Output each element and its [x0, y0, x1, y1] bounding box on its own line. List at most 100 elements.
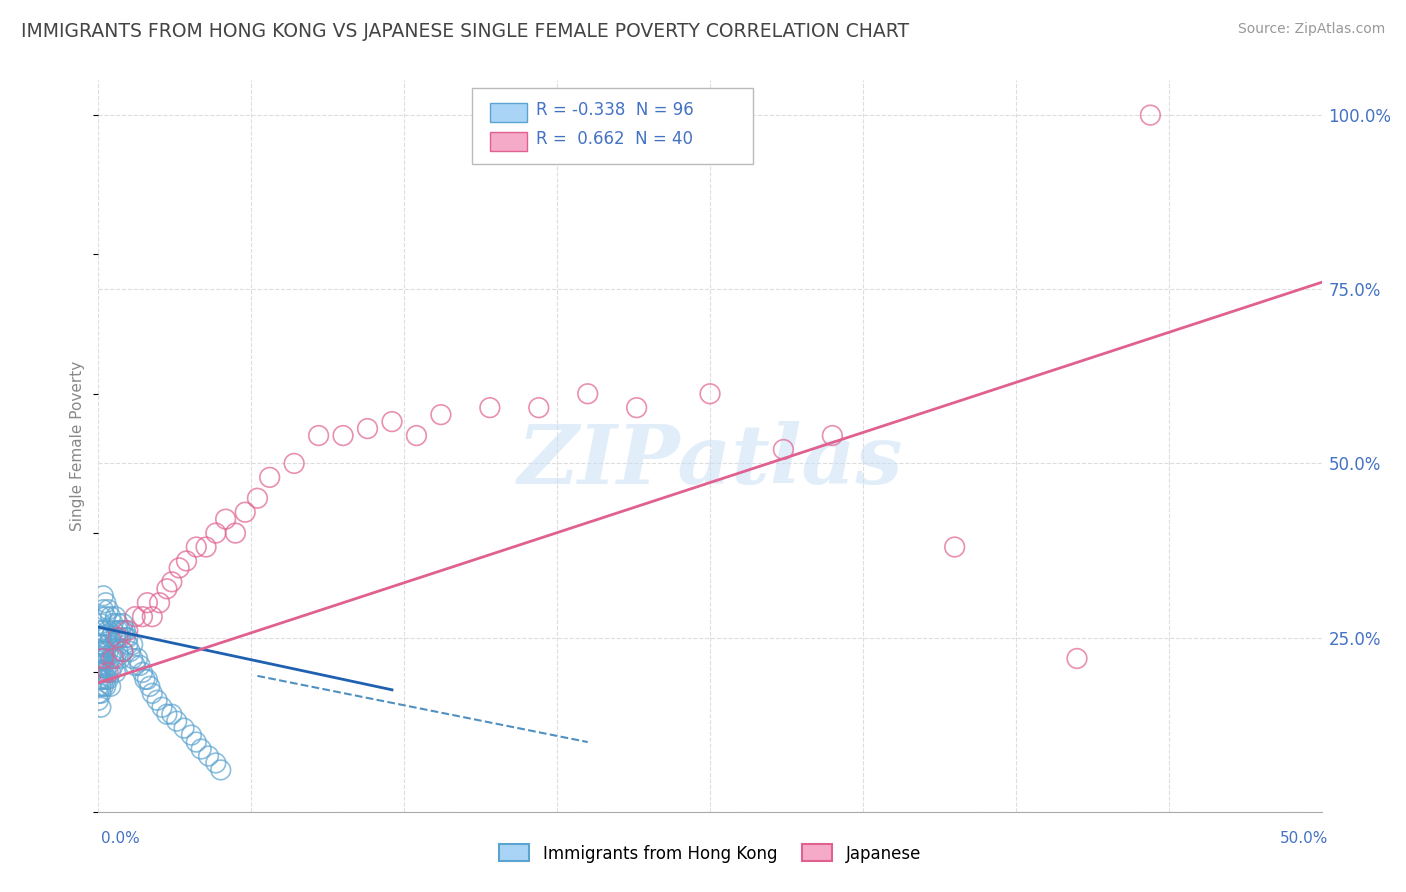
Point — [626, 401, 648, 415]
Text: IMMIGRANTS FROM HONG KONG VS JAPANESE SINGLE FEMALE POVERTY CORRELATION CHART: IMMIGRANTS FROM HONG KONG VS JAPANESE SI… — [21, 22, 910, 41]
Point — [87, 658, 110, 673]
Text: R = -0.338  N = 96: R = -0.338 N = 96 — [536, 101, 695, 119]
Point — [91, 624, 114, 638]
Point — [160, 574, 183, 589]
Point — [224, 526, 246, 541]
Point — [107, 644, 129, 658]
Point — [186, 735, 208, 749]
Point — [91, 603, 114, 617]
Point — [197, 749, 219, 764]
Point — [91, 589, 114, 603]
Point — [156, 582, 179, 596]
Point — [107, 616, 129, 631]
Point — [90, 658, 112, 673]
Point — [90, 624, 112, 638]
Point — [136, 673, 159, 687]
Point — [134, 673, 156, 687]
Point — [111, 624, 134, 638]
Point — [87, 665, 110, 680]
Point — [97, 658, 120, 673]
Point — [699, 386, 721, 401]
Point — [141, 609, 163, 624]
Point — [97, 673, 120, 687]
Point — [94, 609, 117, 624]
Point — [186, 540, 208, 554]
Point — [117, 631, 139, 645]
Point — [111, 644, 134, 658]
Point — [124, 609, 146, 624]
Point — [101, 658, 124, 673]
Point — [405, 428, 427, 442]
Point — [381, 415, 404, 429]
Bar — [489, 103, 526, 122]
Point — [91, 638, 114, 652]
Point — [94, 651, 117, 665]
Point — [205, 526, 228, 541]
Point — [131, 665, 153, 680]
Point — [167, 561, 190, 575]
Point — [100, 679, 122, 693]
Text: R =  0.662  N = 40: R = 0.662 N = 40 — [536, 130, 693, 148]
FancyBboxPatch shape — [471, 87, 752, 164]
Point — [332, 428, 354, 442]
Point — [94, 673, 117, 687]
Point — [101, 624, 124, 638]
Point — [136, 596, 159, 610]
Point — [97, 644, 120, 658]
Point — [90, 644, 112, 658]
Point — [90, 665, 112, 680]
Point — [90, 673, 112, 687]
Point — [100, 665, 122, 680]
Point — [90, 616, 112, 631]
Point — [94, 631, 117, 645]
Point — [111, 616, 134, 631]
Point — [104, 665, 127, 680]
Point — [478, 401, 501, 415]
Point — [87, 679, 110, 693]
Point — [114, 631, 136, 645]
Point — [173, 721, 195, 735]
Point — [87, 693, 110, 707]
Point — [156, 707, 179, 722]
Point — [90, 631, 112, 645]
Point — [430, 408, 453, 422]
Point — [117, 624, 139, 638]
Point — [91, 665, 114, 680]
Point — [90, 686, 112, 700]
Point — [576, 386, 599, 401]
Point — [821, 428, 844, 442]
Point — [117, 638, 139, 652]
Text: 0.0%: 0.0% — [101, 831, 141, 846]
Text: 50.0%: 50.0% — [1281, 831, 1329, 846]
Point — [100, 651, 122, 665]
Point — [111, 644, 134, 658]
Point — [94, 679, 117, 693]
Y-axis label: Single Female Poverty: Single Female Poverty — [70, 361, 86, 531]
Point — [100, 631, 122, 645]
Point — [180, 728, 202, 742]
Point — [90, 651, 112, 665]
Point — [150, 700, 173, 714]
Point — [87, 638, 110, 652]
Point — [91, 679, 114, 693]
Point — [121, 651, 143, 665]
Point — [209, 763, 232, 777]
Point — [214, 512, 236, 526]
Point — [101, 616, 124, 631]
Point — [166, 714, 188, 728]
Point — [90, 679, 112, 693]
Point — [87, 651, 110, 665]
Point — [124, 658, 146, 673]
Point — [1066, 651, 1088, 665]
Point — [356, 421, 378, 435]
Point — [149, 596, 172, 610]
Bar — [489, 132, 526, 152]
Point — [104, 631, 127, 645]
Point — [308, 428, 330, 442]
Point — [1139, 108, 1161, 122]
Point — [97, 624, 120, 638]
Point — [246, 491, 269, 506]
Point — [104, 609, 127, 624]
Point — [176, 554, 198, 568]
Point — [104, 651, 127, 665]
